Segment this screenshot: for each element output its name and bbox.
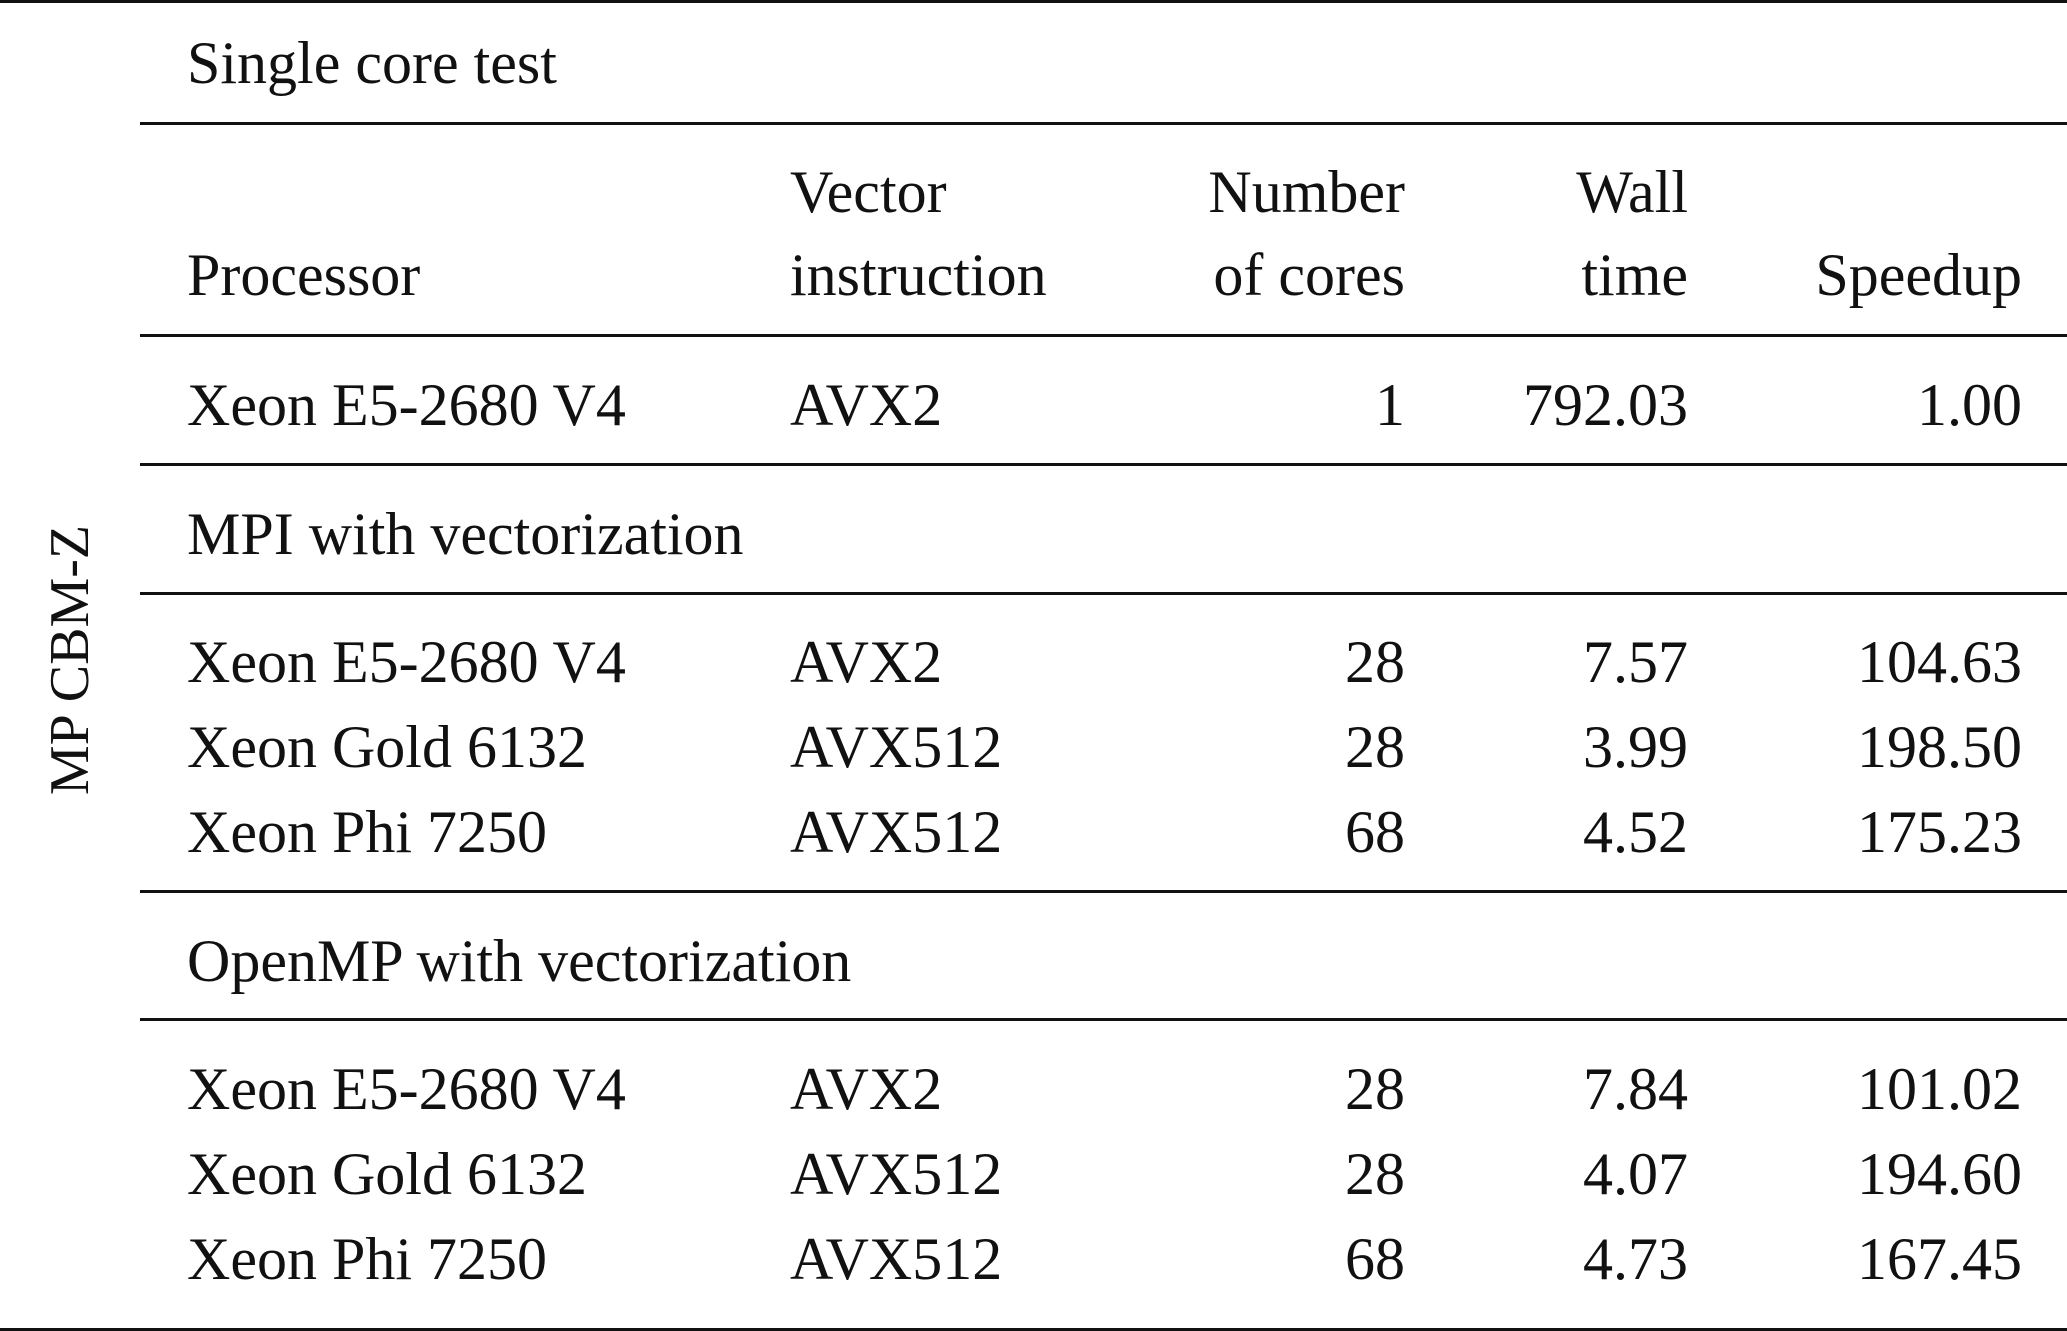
- table-cell-cores: 68: [1345, 799, 1405, 865]
- table-cell-cores: 28: [1345, 629, 1405, 695]
- table-cell-speedup: 175.23: [1857, 799, 2022, 865]
- table-cell-cores: 28: [1345, 714, 1405, 780]
- table-cell-vector: AVX512: [790, 1226, 1003, 1292]
- section-rule-2: [140, 463, 2067, 466]
- section-rule-1: [140, 122, 2067, 125]
- table-cell-processor: Xeon Gold 6132: [187, 1141, 587, 1207]
- table-cell-processor: Xeon E5-2680 V4: [187, 372, 626, 438]
- table-cell-wall-time: 792.03: [1523, 372, 1688, 438]
- header-processor: Processor: [187, 242, 421, 308]
- table-cell-vector: AVX512: [790, 799, 1003, 865]
- top-rule: [0, 0, 2067, 3]
- section-title-mpi: MPI with vectorization: [187, 501, 744, 567]
- table-cell-processor: Xeon Phi 7250: [187, 1226, 547, 1292]
- section-title-single-core: Single core test: [187, 30, 557, 96]
- table-cell-wall-time: 7.84: [1583, 1056, 1688, 1122]
- table-cell-processor: Xeon E5-2680 V4: [187, 1056, 626, 1122]
- table-cell-speedup: 104.63: [1857, 629, 2022, 695]
- table-cell-wall-time: 7.57: [1583, 629, 1688, 695]
- table-cell-vector: AVX512: [790, 714, 1003, 780]
- table-cell-speedup: 1.00: [1917, 372, 2022, 438]
- bottom-rule: [0, 1328, 2067, 1331]
- section-title-openmp: OpenMP with vectorization: [187, 928, 852, 994]
- section-rule-3: [140, 592, 2067, 595]
- table-cell-speedup: 101.02: [1857, 1056, 2022, 1122]
- table-cell-processor: Xeon E5-2680 V4: [187, 629, 626, 695]
- side-label: MP CBM-Z: [39, 524, 101, 796]
- table-cell-vector: AVX512: [790, 1141, 1003, 1207]
- header-rule: [140, 334, 2067, 337]
- table-cell-cores: 28: [1345, 1056, 1405, 1122]
- header-wall-line2: time: [1581, 242, 1688, 308]
- table-cell-wall-time: 4.07: [1583, 1141, 1688, 1207]
- table-cell-wall-time: 3.99: [1583, 714, 1688, 780]
- table-cell-wall-time: 4.73: [1583, 1226, 1688, 1292]
- table-cell-processor: Xeon Phi 7250: [187, 799, 547, 865]
- table-cell-speedup: 167.45: [1857, 1226, 2022, 1292]
- table-cell-processor: Xeon Gold 6132: [187, 714, 587, 780]
- table-cell-vector: AVX2: [790, 629, 943, 695]
- table-cell-cores: 28: [1345, 1141, 1405, 1207]
- header-speedup: Speedup: [1815, 242, 2022, 308]
- header-cores-line1: Number: [1208, 159, 1405, 225]
- table-cell-vector: AVX2: [790, 372, 943, 438]
- section-rule-5: [140, 1018, 2067, 1021]
- table-cell-cores: 68: [1345, 1226, 1405, 1292]
- header-cores-line2: of cores: [1213, 242, 1405, 308]
- header-vector-line1: Vector: [790, 159, 947, 225]
- table-cell-cores: 1: [1375, 372, 1405, 438]
- table-cell-vector: AVX2: [790, 1056, 943, 1122]
- header-wall-line1: Wall: [1576, 159, 1688, 225]
- table-cell-speedup: 194.60: [1857, 1141, 2022, 1207]
- header-vector-line2: instruction: [790, 242, 1047, 308]
- table-cell-wall-time: 4.52: [1583, 799, 1688, 865]
- section-rule-4: [140, 890, 2067, 893]
- table-cell-speedup: 198.50: [1857, 714, 2022, 780]
